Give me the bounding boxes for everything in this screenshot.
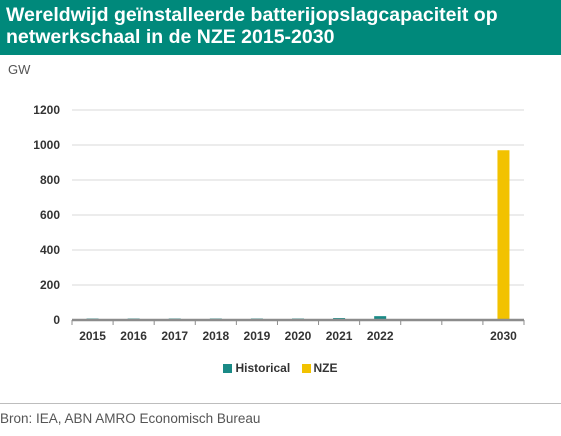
legend-item-nze: NZE <box>301 361 338 375</box>
y-tick-label-400: 400 <box>40 243 60 257</box>
chart-title-line-2: netwerkschaal in de NZE 2015-2030 <box>6 26 335 48</box>
chart-title-line-1: Wereldwijd geïnstalleerde batterijopslag… <box>6 4 498 26</box>
x-tick-label-2018: 2018 <box>202 329 229 343</box>
legend-label-historical: Historical <box>235 361 291 375</box>
legend-swatch-historical <box>223 364 233 373</box>
legend-label-nze: NZE <box>313 361 338 375</box>
footer-divider <box>0 403 561 404</box>
y-tick-label-600: 600 <box>40 208 60 222</box>
x-tick-label-2015: 2015 <box>79 329 106 343</box>
y-tick-label-200: 200 <box>40 278 60 292</box>
x-tick-label-2020: 2020 <box>285 329 312 343</box>
y-tick-label-1200: 1200 <box>33 103 60 117</box>
y-tick-label-1000: 1000 <box>33 138 60 152</box>
y-tick-label-800: 800 <box>40 173 60 187</box>
source-note: Bron: IEA, ABN AMRO Economisch Bureau <box>0 411 261 426</box>
bar-historical-2022 <box>374 316 387 320</box>
x-tick-label-2030: 2030 <box>490 329 517 343</box>
y-unit-label: GW <box>8 62 31 77</box>
x-tick-label-2022: 2022 <box>367 329 394 343</box>
x-tick-label-2016: 2016 <box>120 329 147 343</box>
chart-title-bar: Wereldwijd geïnstalleerde batterijopslag… <box>0 0 561 55</box>
y-tick-label-0: 0 <box>53 313 60 327</box>
x-tick-label-2017: 2017 <box>161 329 188 343</box>
legend-item-historical: Historical <box>223 361 290 375</box>
x-tick-label-2021: 2021 <box>326 329 353 343</box>
bar-nze-2030 <box>497 150 510 320</box>
chart-legend: Historical NZE <box>0 361 561 375</box>
bar-chart: 0 200 400 600 800 1000 1200 2015 2016 2017 2018 201… <box>33 103 525 343</box>
x-tick-label-2019: 2019 <box>244 329 271 343</box>
legend-swatch-nze <box>301 364 311 373</box>
